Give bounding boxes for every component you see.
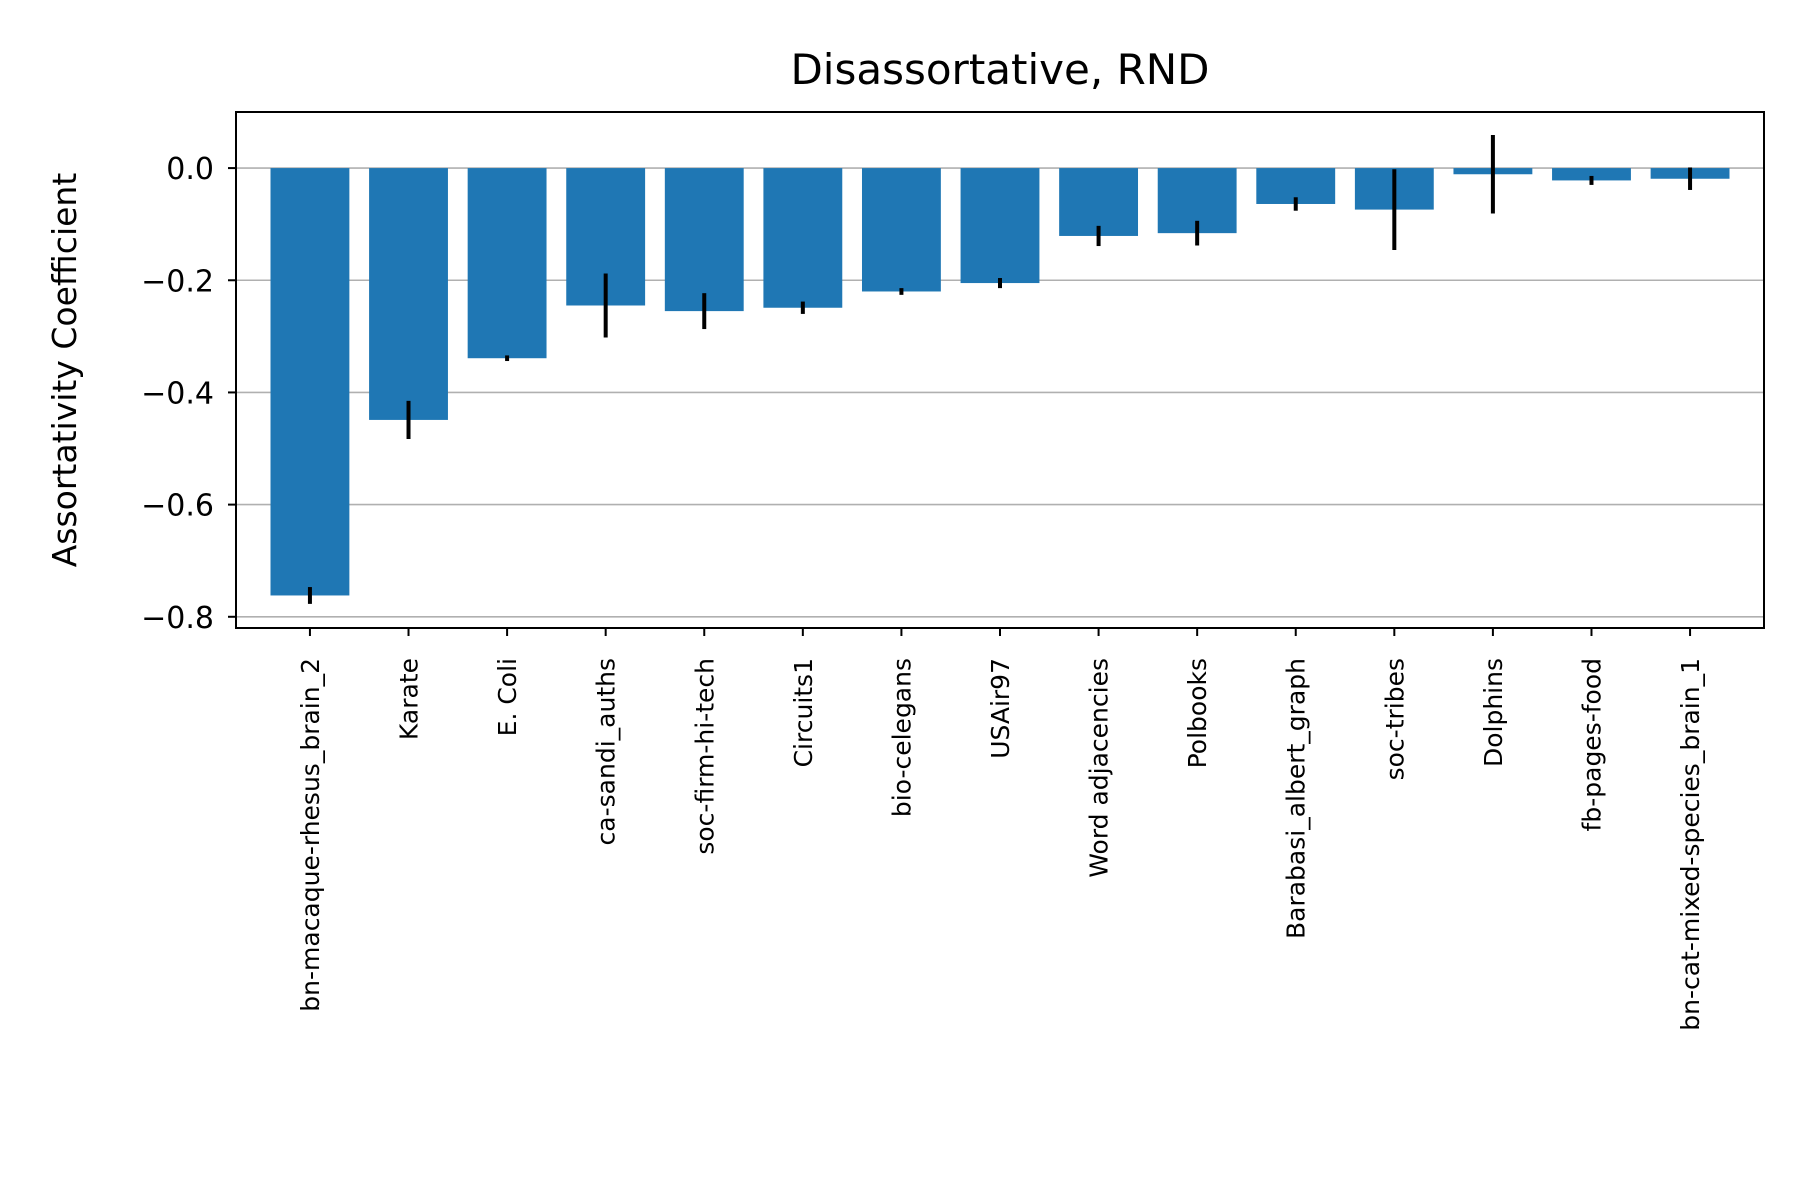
y-axis-label: Assortativity Coefficient: [45, 173, 84, 568]
bars: [270, 168, 1730, 596]
x-tick-label: bn-macaque-rhesus_brain_2: [296, 658, 325, 1012]
bar: [1552, 168, 1631, 181]
bar: [1059, 168, 1139, 236]
x-tick-label: Barabasi_albert_graph: [1282, 658, 1311, 939]
y-tick-label: −0.6: [141, 489, 214, 524]
x-tick-label: USAir97: [986, 658, 1015, 759]
plot-frame: [235, 111, 1765, 629]
x-tick-label: Polbooks: [1183, 658, 1212, 768]
x-tick-label: soc-tribes: [1380, 658, 1409, 780]
y-axis-ticks: 0.0 −0.2 −0.4 −0.6 −0.8: [141, 152, 236, 636]
y-tick-label: 0.0: [166, 152, 214, 187]
error-bars: [307, 134, 1693, 604]
x-tick-label: fb-pages-food: [1577, 658, 1606, 831]
bar: [664, 168, 744, 312]
bar: [467, 168, 547, 359]
bar: [270, 168, 350, 596]
bar: [369, 168, 448, 420]
y-tick-label: −0.4: [141, 376, 214, 411]
x-tick-label: Karate: [395, 658, 424, 740]
y-tick-label: −0.2: [141, 264, 214, 299]
bar: [763, 168, 843, 308]
x-tick-label: soc-firm-hi-tech: [690, 658, 719, 855]
y-tick-label: −0.8: [141, 601, 214, 636]
bar: [960, 168, 1040, 284]
x-tick-label: ca-sandi_auths: [592, 658, 621, 845]
x-tick-label: Circuits1: [789, 658, 818, 767]
x-axis-ticks: bn-macaque-rhesus_brain_2 Karate E. Coli ca…: [296, 628, 1705, 1031]
x-tick-label: bio-celegans: [887, 658, 916, 817]
x-tick-label: E. Coli: [493, 658, 522, 736]
chart-title: Disassortative, RND: [790, 45, 1209, 94]
bar: [861, 168, 941, 292]
x-tick-label: bn-cat-mixed-species_brain_1: [1676, 658, 1705, 1031]
x-tick-label: Dolphins: [1479, 658, 1508, 767]
x-tick-label: Word adjacencies: [1085, 658, 1114, 878]
